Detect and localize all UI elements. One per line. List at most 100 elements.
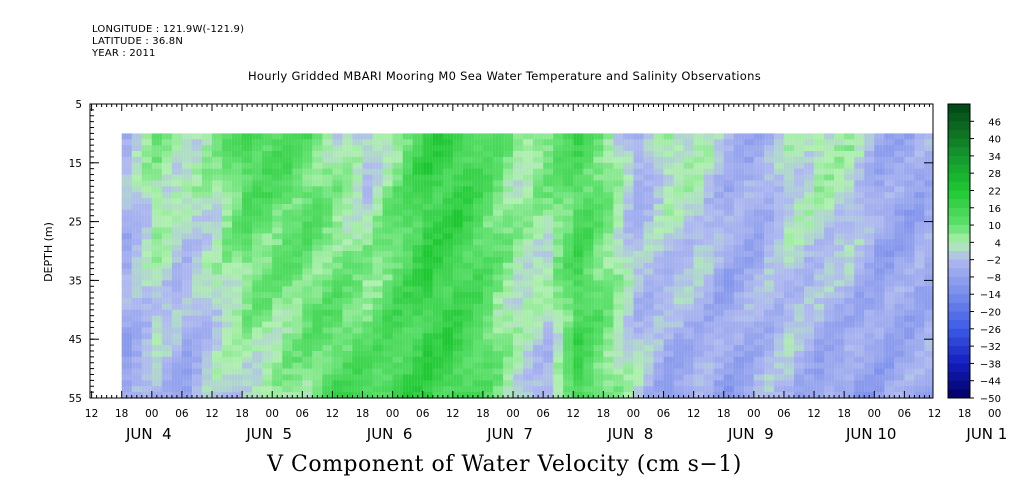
colorbar-swatch (948, 311, 970, 321)
colorbar-swatch (948, 372, 970, 382)
x-hour-label: 06 (416, 408, 430, 420)
colorbar-swatch (948, 190, 970, 200)
colorbar-label: 28 (988, 169, 1001, 180)
colorbar-swatch (948, 380, 970, 390)
x-hour-label: 12 (326, 408, 339, 420)
colorbar-label: 22 (988, 186, 1001, 197)
colorbar-label: 16 (988, 204, 1001, 215)
colorbar-swatch (948, 259, 970, 269)
x-hour-label: 18 (356, 408, 369, 420)
colorbar-label: −44 (980, 377, 1001, 388)
colorbar-label: 4 (995, 238, 1001, 249)
colorbar-swatch (948, 285, 970, 295)
x-day-label: JUN 9 (727, 425, 774, 443)
colorbar-swatch (948, 337, 970, 347)
colorbar-label: −26 (980, 325, 1001, 336)
x-day-label: JUN 10 (845, 425, 896, 443)
x-hour-label: 06 (898, 408, 912, 420)
colorbar-swatch (948, 354, 970, 364)
colorbar-swatch (948, 276, 970, 286)
year-label: YEAR : 2011 (92, 48, 156, 59)
x-hour-label: 18 (115, 408, 128, 420)
x-hour-label: 18 (837, 408, 850, 420)
colorbar-swatch (948, 129, 970, 139)
x-hour-label: 00 (868, 408, 881, 420)
colorbar-label: 10 (988, 221, 1001, 232)
x-day-label: JUN 6 (366, 425, 413, 443)
colorbar-swatch (948, 181, 970, 191)
colorbar-swatch (948, 268, 970, 278)
streak-texture (90, 104, 933, 398)
colorbar-swatch (948, 112, 970, 122)
colorbar-frame (947, 103, 971, 399)
x-day-label: JUN 4 (125, 425, 172, 443)
colorbar-swatch (948, 363, 970, 373)
y-tick-label: 55 (69, 393, 82, 405)
x-hour-label: 00 (506, 408, 519, 420)
colorbar-swatch (948, 138, 970, 148)
x-hour-label: 18 (958, 408, 971, 420)
colorbar-swatch (948, 104, 970, 114)
y-tick-label: 45 (69, 334, 82, 346)
colorbar-swatch (948, 346, 970, 356)
chart-title: Hourly Gridded MBARI Mooring M0 Sea Wate… (247, 69, 762, 83)
x-hour-label: 00 (988, 408, 1001, 420)
x-hour-label: 00 (266, 408, 279, 420)
x-day-label: JUN 7 (486, 425, 533, 443)
colorbar-label: 46 (988, 117, 1001, 128)
colorbar-label: −20 (980, 308, 1001, 319)
variable-label: V Component of Water Velocity (cm s−1) (267, 452, 742, 477)
x-hour-label: 18 (597, 408, 610, 420)
y-axis-label: DEPTH (m) (42, 222, 55, 282)
x-hour-label: 12 (928, 408, 941, 420)
colorbar: 46 40 34 28 22 16 10 4 −2 −8 −14 −20 −26 −32 −38 −44 −50 (947, 103, 1001, 405)
x-hour-label: 06 (536, 408, 550, 420)
x-hour-label: 00 (627, 408, 640, 420)
x-hour-label: 06 (296, 408, 310, 420)
colorbar-swatch (948, 225, 970, 235)
colorbar-swatch (948, 199, 970, 209)
colorbar-swatch (948, 173, 970, 183)
colorbar-swatch (948, 242, 970, 252)
x-hour-label: 00 (145, 408, 158, 420)
x-hour-label: 06 (777, 408, 791, 420)
y-tick-label: 15 (69, 158, 82, 170)
x-hour-label: 18 (235, 408, 248, 420)
x-day-label: JUN 8 (607, 425, 654, 443)
x-hour-label: 12 (567, 408, 580, 420)
colorbar-swatch (948, 164, 970, 174)
x-hour-label: 18 (717, 408, 730, 420)
x-hour-label: 00 (386, 408, 399, 420)
x-hour-label: 12 (85, 408, 98, 420)
y-tick-label: 35 (69, 275, 82, 287)
x-hour-label: 06 (657, 408, 671, 420)
y-tick-label: 25 (69, 217, 82, 229)
colorbar-swatch (948, 155, 970, 165)
colorbar-swatch (948, 328, 970, 338)
colorbar-swatch (948, 302, 970, 312)
colorbar-swatch (948, 207, 970, 217)
colorbar-swatch (948, 389, 970, 399)
colorbar-swatch (948, 147, 970, 157)
x-hour-label: 00 (747, 408, 760, 420)
colorbar-swatch (948, 251, 970, 261)
colorbar-label: 34 (988, 152, 1001, 163)
latitude-label: LATITUDE : 36.8N (92, 36, 184, 47)
colorbar-label: 40 (988, 135, 1001, 146)
colorbar-label: −38 (980, 359, 1001, 370)
colorbar-label: −50 (980, 394, 1001, 405)
x-hour-label: 12 (807, 408, 820, 420)
x-hour-label: 06 (175, 408, 189, 420)
x-hour-label: 12 (205, 408, 218, 420)
colorbar-swatch (948, 216, 970, 226)
x-hour-label: 12 (687, 408, 700, 420)
x-hour-label: 12 (446, 408, 459, 420)
colorbar-swatch (948, 121, 970, 131)
colorbar-swatch (948, 233, 970, 243)
colorbar-label: −8 (986, 273, 1001, 284)
colorbar-swatch (948, 294, 970, 304)
y-tick-label: 5 (75, 99, 82, 111)
colorbar-label: −14 (980, 290, 1001, 301)
